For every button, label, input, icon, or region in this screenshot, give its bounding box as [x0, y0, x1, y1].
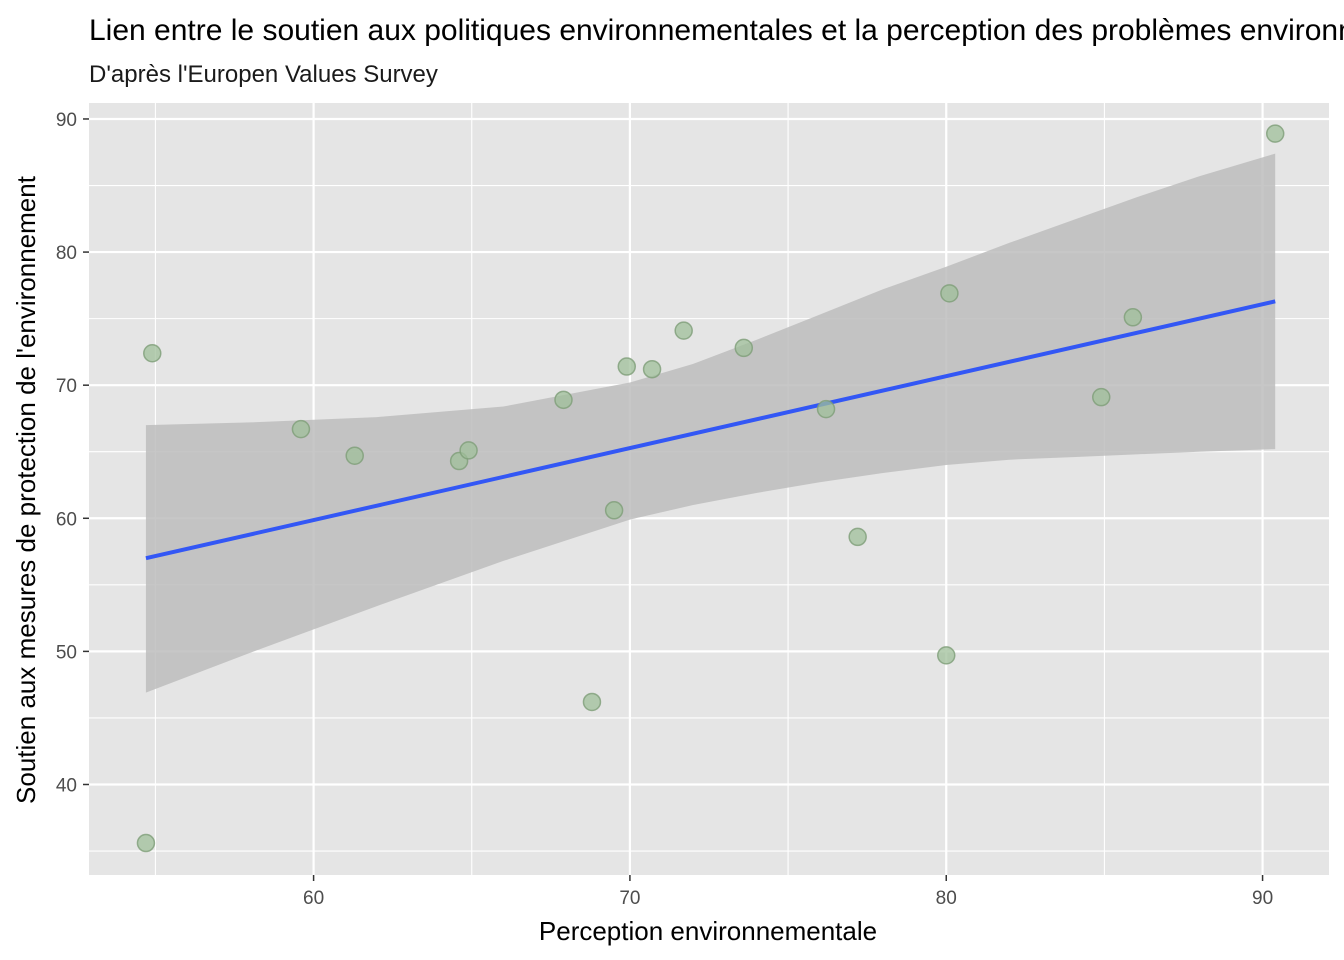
axis-ticks: 60 70 80 90 40 50 60 70 80 90: [56, 110, 1273, 909]
data-point: [1091, 387, 1111, 407]
data-point: [617, 357, 637, 376]
x-tick-label: 70: [619, 888, 640, 909]
data-point: [143, 343, 162, 363]
y-tick-label: 60: [56, 509, 77, 530]
data-point: [459, 441, 478, 460]
data-point: [291, 419, 311, 439]
y-tick-label: 50: [56, 642, 77, 663]
x-axis-title: Perception environnementale: [539, 916, 877, 946]
trend-line-layer: [145, 299, 1276, 561]
data-point: [582, 692, 602, 712]
y-tick-label: 70: [56, 376, 77, 397]
data-point: [936, 646, 956, 665]
data-point: [136, 833, 156, 853]
data-point: [1265, 124, 1285, 143]
data-point: [604, 501, 624, 520]
data-point: [345, 446, 364, 465]
data-point: [940, 284, 959, 303]
y-axis-title: Soutien aux mesures de protection de l'e…: [11, 175, 41, 804]
y-tick-label: 80: [56, 243, 77, 264]
x-tick-label: 80: [936, 888, 957, 909]
data-point: [734, 338, 754, 358]
confidence-band: [145, 153, 1276, 693]
y-tick-label: 40: [56, 775, 77, 796]
data-point: [848, 527, 867, 547]
x-tick-label: 90: [1252, 888, 1273, 909]
data-point: [642, 359, 662, 379]
data-points: [136, 124, 1285, 853]
chart-title: Lien entre le soutien aux politiques env…: [89, 14, 1344, 47]
chart-subtitle: D'après l'Europen Values Survey: [89, 61, 438, 88]
confidence-band-layer: [145, 153, 1276, 693]
y-tick-label: 90: [56, 110, 77, 131]
trend-line: [145, 299, 1276, 561]
data-point: [816, 399, 836, 419]
data-point: [554, 390, 573, 410]
data-point: [1123, 308, 1143, 327]
x-tick-label: 60: [303, 888, 324, 909]
data-point: [674, 321, 693, 340]
